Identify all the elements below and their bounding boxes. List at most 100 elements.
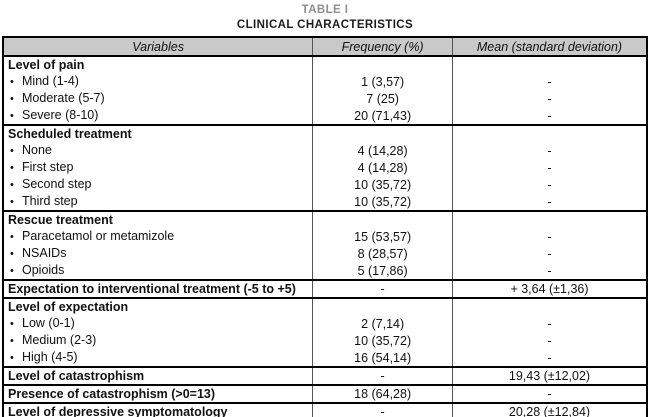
table-row: • Second step 10 (35,72) - — [3, 176, 647, 193]
table-row: • High (4-5) 16 (54,14) - — [3, 349, 647, 367]
mean-cell — [451, 56, 647, 73]
table-section: Level of expectation • Low (0-1) 2 (7,14) - •… — [3, 298, 647, 367]
frequency-cell: 10 (35,72) — [312, 332, 453, 349]
table-section: Scheduled treatment • None 4 (14,28) - • First… — [3, 125, 647, 211]
table-section: Rescue treatment • Paracetamol or metamizo… — [3, 211, 647, 280]
table-row: • Opioids 5 (17,86) - — [3, 262, 647, 280]
frequency-cell: - — [312, 367, 453, 385]
frequency-cell — [312, 56, 453, 73]
bullet-icon: • — [10, 110, 14, 122]
frequency-cell: 1 (3,57) — [312, 73, 453, 90]
mean-cell: - — [451, 385, 647, 403]
frequency-cell: 7 (25) — [312, 90, 453, 107]
table-row: Scheduled treatment — [3, 125, 647, 142]
table-caption: TABLE I CLINICAL CHARACTERISTICS — [0, 0, 650, 33]
variable-cell: • Second step — [10, 177, 92, 191]
table-row: • Mind (1-4) 1 (3,57) - — [3, 73, 647, 90]
table-row: • Severe (8-10) 20 (71,43) - — [3, 107, 647, 125]
table-header: Variables Frequency (%) Mean (standard d… — [3, 37, 647, 57]
mean-cell: - — [451, 245, 647, 262]
table-row: Level of expectation — [3, 298, 647, 315]
column-header-mean: Mean (standard deviation) — [451, 37, 647, 57]
frequency-cell: - — [312, 280, 453, 298]
table-section: Expectation to interventional treatment … — [3, 280, 647, 298]
mean-cell: 19,43 (±12,02) — [451, 367, 647, 385]
column-header-variables: Variables — [3, 37, 313, 57]
table-number: TABLE I — [301, 4, 349, 16]
clinical-characteristics-table: Variables Frequency (%) Mean (standard d… — [2, 36, 648, 417]
frequency-cell: 5 (17,86) — [312, 262, 453, 280]
bullet-icon: • — [10, 318, 14, 330]
mean-cell: 20,28 (±12,84) — [451, 403, 647, 417]
variable-cell: • Severe (8-10) — [10, 108, 99, 122]
table-section: Level of catastrophism -19,43 (±12,02) — [3, 367, 647, 385]
table-row: • First step 4 (14,28) - — [3, 159, 647, 176]
table-row: • Paracetamol or metamizole 15 (53,57) - — [3, 228, 647, 245]
table-title: CLINICAL CHARACTERISTICS — [236, 19, 414, 31]
frequency-cell — [312, 298, 453, 315]
frequency-cell: 15 (53,57) — [312, 228, 453, 245]
variable-cell: • Medium (2-3) — [10, 333, 97, 347]
table-row: • None 4 (14,28) - — [3, 142, 647, 159]
bullet-icon: • — [10, 231, 14, 243]
frequency-cell: 10 (35,72) — [312, 193, 453, 211]
bullet-icon: • — [10, 335, 14, 347]
variable-cell: • First step — [10, 160, 74, 174]
variable-cell: • Mind (1-4) — [10, 74, 79, 88]
bullet-icon: • — [10, 196, 14, 208]
bullet-icon: • — [10, 76, 14, 88]
frequency-cell: 20 (71,43) — [312, 107, 453, 125]
table-section: Presence of catastrophism (>0=13) 18 (64,… — [3, 385, 647, 403]
table-row: • Moderate (5-7) 7 (25) - — [3, 90, 647, 107]
mean-cell — [451, 298, 647, 315]
mean-cell: - — [451, 107, 647, 125]
mean-cell: - — [451, 142, 647, 159]
bullet-icon: • — [10, 93, 14, 105]
table-section: Level of depressive symptomatology -20,28… — [3, 403, 647, 417]
table-row: Level of depressive symptomatology -20,28… — [3, 403, 647, 417]
variable-cell: • Low (0-1) — [10, 316, 75, 330]
variable-cell: Presence of catastrophism (>0=13) — [8, 387, 216, 401]
frequency-cell — [312, 211, 453, 228]
table-row: Level of pain — [3, 56, 647, 73]
variable-cell: Level of expectation — [8, 300, 129, 314]
mean-cell: - — [451, 349, 647, 367]
column-header-frequency: Frequency (%) — [312, 37, 453, 57]
variable-cell: • Third step — [10, 194, 78, 208]
table-row: Rescue treatment — [3, 211, 647, 228]
bullet-icon: • — [10, 162, 14, 174]
bullet-icon: • — [10, 265, 14, 277]
table-row: Presence of catastrophism (>0=13) 18 (64,… — [3, 385, 647, 403]
variable-cell: • Moderate (5-7) — [10, 91, 105, 105]
table-row: • NSAIDs 8 (28,57) - — [3, 245, 647, 262]
bullet-icon: • — [10, 352, 14, 364]
variable-cell: Level of pain — [8, 58, 85, 72]
frequency-cell: 18 (64,28) — [312, 385, 453, 403]
table-section: Level of pain • Mind (1-4) 1 (3,57) - • Modera… — [3, 56, 647, 125]
table-row: • Medium (2-3) 10 (35,72) - — [3, 332, 647, 349]
variable-cell: Level of depressive symptomatology — [8, 405, 228, 417]
variable-cell: • NSAIDs — [10, 246, 67, 260]
mean-cell: + 3,64 (±1,36) — [451, 280, 647, 298]
table-row: Level of catastrophism -19,43 (±12,02) — [3, 367, 647, 385]
variable-cell: Scheduled treatment — [8, 127, 132, 141]
frequency-cell: 4 (14,28) — [312, 159, 453, 176]
mean-cell: - — [451, 159, 647, 176]
frequency-cell: - — [312, 403, 453, 417]
table-row: Expectation to interventional treatment … — [3, 280, 647, 298]
variable-cell: • High (4-5) — [10, 350, 78, 364]
variable-cell: Expectation to interventional treatment … — [8, 282, 296, 296]
frequency-cell: 10 (35,72) — [312, 176, 453, 193]
variable-cell: Level of catastrophism — [8, 369, 145, 383]
mean-cell: - — [451, 176, 647, 193]
mean-cell: - — [451, 73, 647, 90]
mean-cell: - — [451, 193, 647, 211]
mean-cell: - — [451, 228, 647, 245]
bullet-icon: • — [10, 145, 14, 157]
mean-cell: - — [451, 315, 647, 332]
mean-cell — [451, 211, 647, 228]
mean-cell: - — [451, 90, 647, 107]
mean-cell — [451, 125, 647, 142]
table-row: • Third step 10 (35,72) - — [3, 193, 647, 211]
variable-cell: Rescue treatment — [8, 213, 113, 227]
